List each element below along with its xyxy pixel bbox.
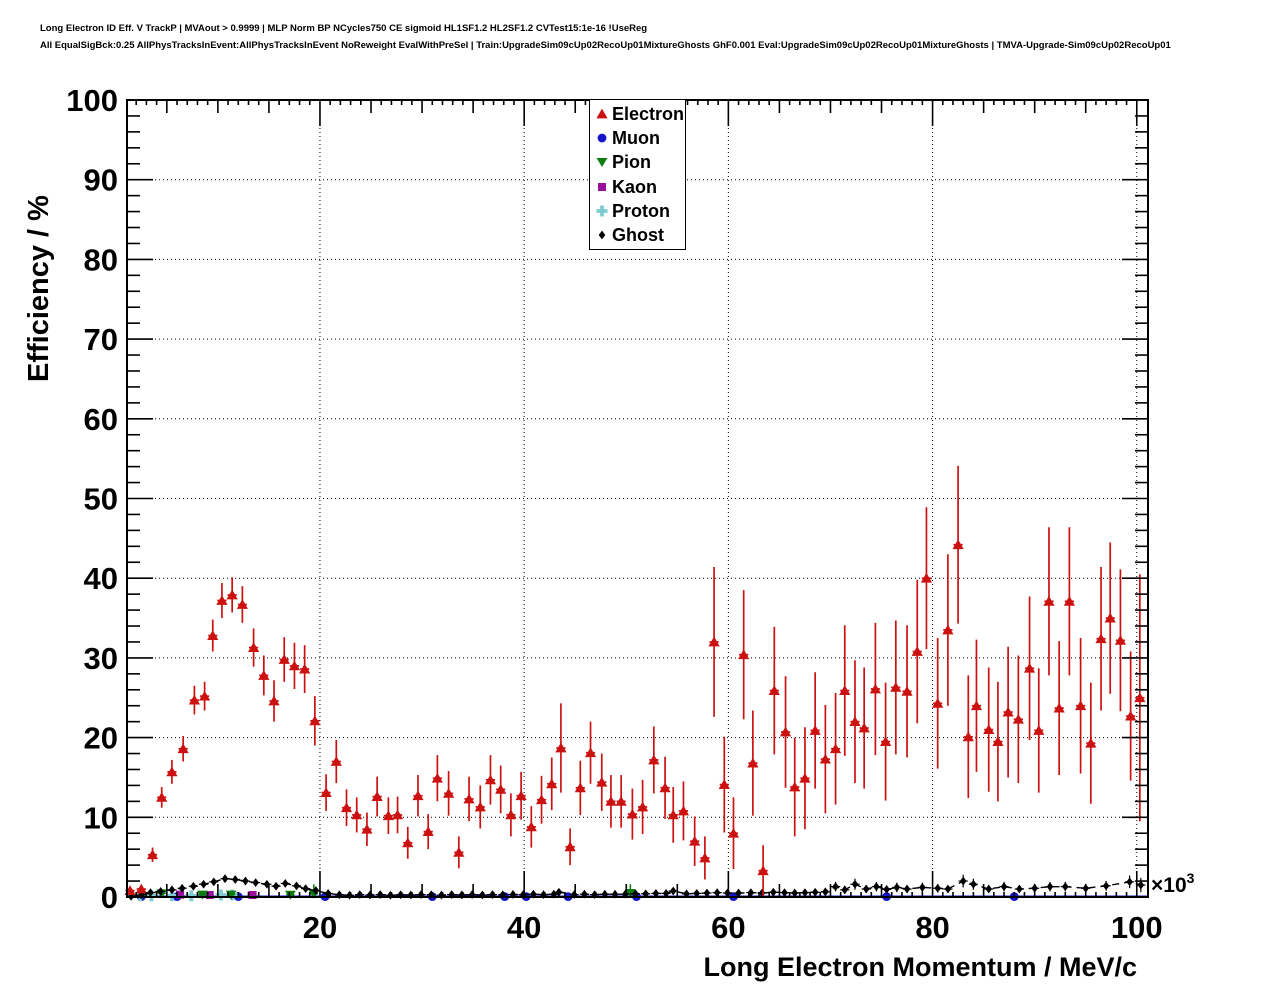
svg-text:100: 100: [66, 83, 118, 118]
legend-label-kaon: Kaon: [612, 176, 657, 197]
svg-text:0: 0: [101, 880, 118, 915]
svg-text:20: 20: [84, 721, 118, 756]
svg-text:60: 60: [711, 910, 745, 945]
svg-text:50: 50: [84, 482, 118, 517]
legend-item-kaon: Kaon: [594, 175, 685, 198]
svg-text:10: 10: [84, 800, 118, 835]
kaon-square-icon: [594, 179, 610, 195]
plot-title-line1: Long Electron ID Eff. V TrackP | MVAout …: [40, 23, 648, 34]
x-tick-labels: 20 40 60 80 100: [303, 910, 1163, 945]
legend-box: Electron Muon Pion Kaon Proton Ghost: [589, 99, 686, 250]
legend-item-electron: Electron: [594, 103, 685, 126]
svg-text:60: 60: [84, 402, 118, 437]
x-axis-multiplier: ×103: [1151, 870, 1195, 897]
svg-text:40: 40: [507, 910, 541, 945]
legend-label-proton: Proton: [612, 200, 670, 221]
legend-label-pion: Pion: [612, 152, 651, 173]
legend-item-muon: Muon: [594, 127, 685, 150]
y-axis-title: Efficiency / %: [23, 195, 55, 382]
y-tick-labels: 0 10 20 30 40 50 60 70 80 90 100: [66, 83, 118, 915]
x-axis-title: Long Electron Momentum / MeV/c: [703, 952, 1137, 982]
svg-text:20: 20: [303, 910, 337, 945]
svg-text:30: 30: [84, 641, 118, 676]
muon-circle-icon: [594, 130, 610, 146]
pion-triangle-icon: [594, 154, 610, 170]
ghost-diamond-icon: [594, 227, 610, 243]
legend-item-pion: Pion: [594, 151, 685, 174]
legend-label-ghost: Ghost: [612, 224, 664, 245]
grid-lines: [127, 100, 1148, 897]
legend-item-proton: Proton: [594, 199, 685, 222]
electron-series: [124, 465, 1146, 897]
proton-cross-icon: [594, 203, 610, 219]
legend-label-muon: Muon: [612, 128, 660, 149]
axis-ticks: [127, 99, 1148, 898]
svg-text:40: 40: [84, 561, 118, 596]
svg-text:100: 100: [1111, 910, 1163, 945]
plot-title-line2: All EqualSigBck:0.25 AllPhysTracksInEven…: [40, 40, 1171, 51]
legend-label-electron: Electron: [612, 104, 685, 125]
legend-item-ghost: Ghost: [594, 223, 685, 246]
svg-text:80: 80: [915, 910, 949, 945]
ghost-series: [126, 874, 1146, 901]
electron-triangle-icon: [594, 106, 610, 122]
svg-text:90: 90: [84, 163, 118, 198]
data-series: [124, 465, 1148, 902]
svg-text:80: 80: [84, 242, 118, 277]
svg-text:70: 70: [84, 322, 118, 357]
axis-titles: Long Electron Momentum / MeV/c Efficiency…: [23, 195, 1195, 982]
